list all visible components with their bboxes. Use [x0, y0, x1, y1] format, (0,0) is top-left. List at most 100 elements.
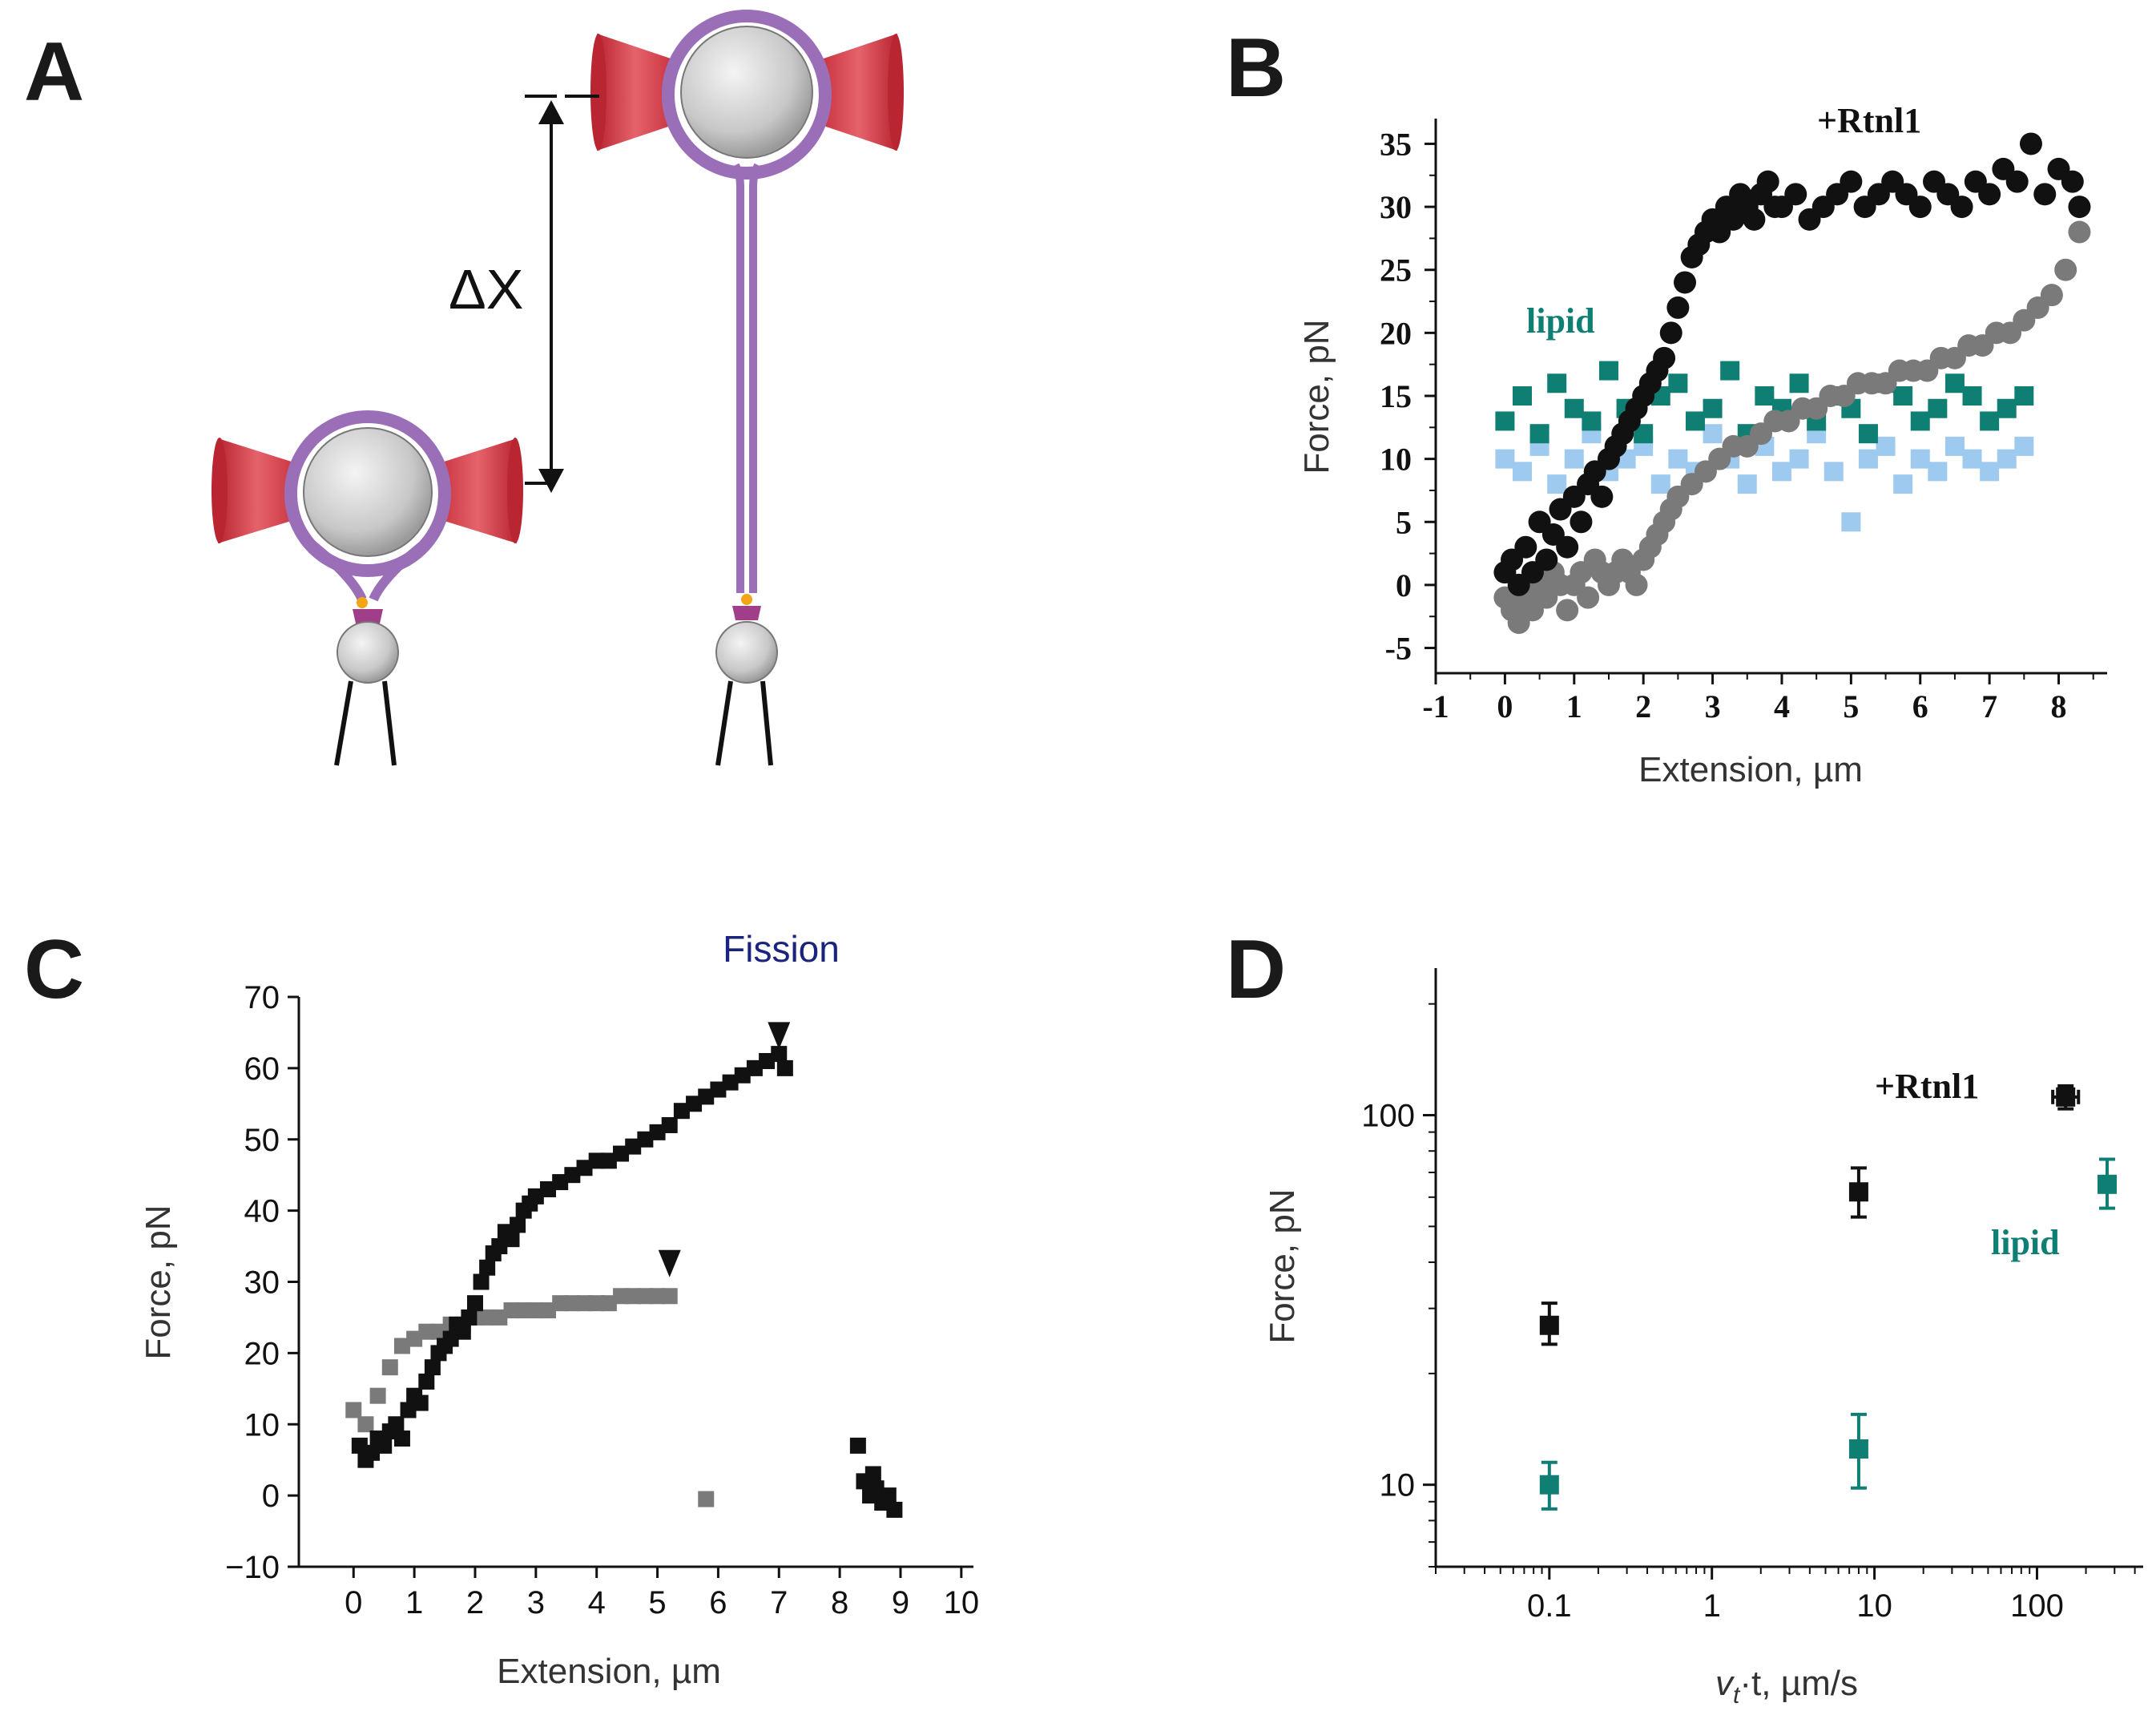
trap-cone-left-cap — [590, 34, 607, 151]
b-point — [1598, 361, 1618, 381]
c-point — [552, 1174, 569, 1191]
c-point — [576, 1160, 593, 1176]
b-point — [1910, 411, 1930, 431]
c-point — [466, 1295, 483, 1312]
b-point — [1674, 271, 1697, 294]
b-point — [1789, 449, 1809, 469]
c-point — [540, 1180, 557, 1197]
c-point — [564, 1295, 581, 1312]
c-series-gray — [345, 1288, 715, 1507]
d-xlabel-sub: t — [1733, 1682, 1741, 1709]
c-point — [418, 1373, 435, 1390]
c-point — [886, 1501, 903, 1518]
b-point — [1703, 398, 1723, 418]
d-xtick-label: 100 — [2010, 1588, 2064, 1624]
membrane-vesicle — [284, 410, 451, 577]
b-point — [1908, 196, 1932, 219]
b-point — [2040, 284, 2063, 307]
c-point — [479, 1259, 496, 1276]
panel-c: C 0 1 2 3 4 5 6 7 8 9 10 −10 0 10 20 30 40 50 60 70 Fission… — [24, 923, 979, 1691]
c-point — [430, 1323, 447, 1340]
b-point — [1840, 170, 1863, 193]
b-point — [1928, 462, 1948, 482]
d-xlabel-rest: ·t, µm/s — [1739, 1664, 1858, 1703]
b-ytick-label: 35 — [1380, 126, 1412, 162]
c-point — [461, 1309, 478, 1326]
anchor-protein — [732, 606, 761, 620]
b-ytick-label: 15 — [1380, 378, 1412, 414]
c-point — [649, 1124, 666, 1140]
b-point — [2068, 196, 2091, 219]
d-ytick-label: 100 — [1361, 1099, 1415, 1134]
c-point — [588, 1295, 605, 1312]
c-point — [613, 1145, 630, 1162]
c-annotation-fission: Fission — [723, 928, 840, 970]
linker-dot — [357, 597, 368, 608]
b-point — [2014, 436, 2034, 456]
c-point — [771, 1046, 788, 1063]
b-point — [2033, 183, 2057, 206]
b-point — [1653, 346, 1676, 369]
trap-cone-right-cap — [507, 438, 523, 543]
micropipette — [715, 680, 773, 766]
c-point — [510, 1217, 526, 1233]
membrane-tether — [731, 163, 762, 593]
c-point — [515, 1302, 532, 1319]
b-point — [1512, 462, 1532, 482]
b-series-0 — [1493, 132, 2091, 596]
d-series — [1539, 1084, 2117, 1511]
c-point — [540, 1302, 557, 1319]
c-point — [564, 1167, 581, 1184]
c-ytick-label: 30 — [244, 1265, 280, 1301]
c-point — [376, 1437, 393, 1454]
b-xtick-label: 7 — [1981, 688, 1997, 724]
c-series-black — [351, 1046, 903, 1518]
b-point — [1944, 436, 1965, 456]
b-point — [1893, 474, 1913, 494]
b-ytick-label: 25 — [1380, 252, 1412, 289]
c-ytick-label: 50 — [244, 1123, 280, 1158]
b-xtick-label: 3 — [1705, 688, 1721, 724]
c-point — [424, 1359, 441, 1376]
c-ytick-label: 0 — [262, 1479, 280, 1514]
b-point — [2014, 386, 2034, 406]
c-point — [637, 1131, 654, 1148]
c-point — [351, 1437, 368, 1454]
c-point — [734, 1067, 751, 1083]
b-point — [1495, 411, 1515, 431]
d-point — [1848, 1439, 1868, 1459]
c-point — [479, 1309, 496, 1326]
d-point — [2097, 1174, 2117, 1194]
c-point — [393, 1338, 410, 1354]
d-ytick-label: 10 — [1380, 1468, 1416, 1503]
arrow-head-down — [538, 469, 564, 493]
b-point — [1876, 436, 1896, 456]
b-point — [1737, 474, 1757, 494]
c-point — [388, 1416, 405, 1433]
b-xtick-label: 8 — [2051, 688, 2067, 724]
b-point — [1962, 386, 1982, 406]
panel-letter-b: B — [1226, 22, 1286, 115]
panel-letter-d: D — [1226, 923, 1286, 1016]
b-point — [1997, 398, 2017, 418]
c-rupture-marker — [658, 1249, 681, 1277]
b-point — [1582, 411, 1602, 431]
c-xtick-label: 5 — [648, 1585, 666, 1620]
c-point — [849, 1437, 866, 1454]
d-xtick-label: 0.1 — [1527, 1588, 1572, 1624]
d-xtick-label: 10 — [1856, 1588, 1892, 1624]
pipette-bead — [715, 621, 778, 684]
b-point — [1980, 462, 2000, 482]
b-point — [1625, 573, 1648, 596]
b-point — [1529, 424, 1549, 444]
c-point — [686, 1096, 703, 1112]
c-point — [864, 1466, 881, 1483]
b-series — [1493, 132, 2091, 635]
trap-cone-left — [597, 34, 673, 151]
c-point — [442, 1330, 459, 1347]
c-point — [868, 1480, 885, 1497]
d-ylabel: Force, pN — [1263, 1188, 1302, 1343]
b-annotation-rtnl1: +Rtnl1 — [1817, 101, 1921, 140]
c-point — [369, 1387, 386, 1404]
c-point — [661, 1288, 678, 1305]
